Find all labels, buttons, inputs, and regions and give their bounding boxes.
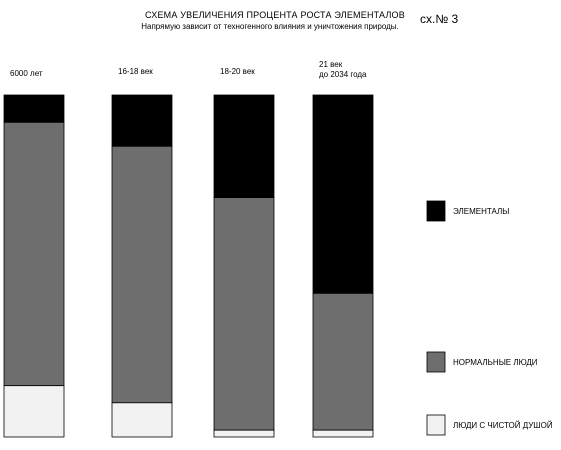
- bar-segment: [111, 402, 173, 438]
- chart-subtitle: Напрямую зависит от техногенного влияния…: [141, 22, 399, 31]
- bar-segment: [3, 121, 65, 387]
- bar-segment: [213, 429, 275, 438]
- bar-segment: [312, 429, 374, 438]
- legend-swatch: [426, 414, 446, 436]
- bar-segment: [213, 197, 275, 431]
- legend-label: НОРМАЛЬНЫЕ ЛЮДИ: [453, 358, 538, 367]
- bar-segment: [3, 94, 65, 123]
- category-label: 18-20 век: [220, 67, 255, 76]
- legend-swatch: [426, 200, 446, 222]
- legend-label: ЭЛЕМЕНТАЛЫ: [453, 207, 509, 216]
- bar-segment: [312, 94, 374, 294]
- legend-swatch: [426, 351, 446, 373]
- chart-title: СХЕМА УВЕЛИЧЕНИЯ ПРОЦЕНТА РОСТА ЭЛЕМЕНТА…: [145, 10, 405, 20]
- scheme-number: сх.№ 3: [420, 12, 459, 26]
- category-label: 21 век: [319, 60, 343, 69]
- bar-segment: [3, 385, 65, 438]
- bar-segment: [111, 145, 173, 404]
- bar-segment: [312, 292, 374, 431]
- category-label: 6000 лет: [10, 69, 43, 78]
- legend-label: ЛЮДИ С ЧИСТОЙ ДУШОЙ: [453, 421, 553, 430]
- bar-segment: [111, 94, 173, 147]
- category-label: до 2034 года: [319, 70, 367, 79]
- category-label: 16-18 век: [118, 67, 153, 76]
- bar-segment: [213, 94, 275, 198]
